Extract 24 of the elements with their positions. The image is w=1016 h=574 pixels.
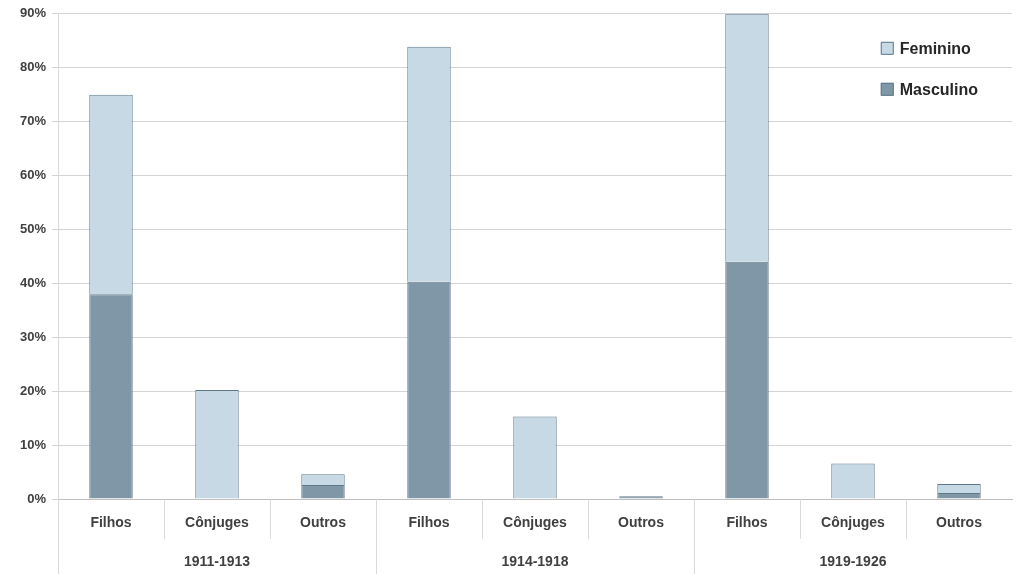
x-tick-label: Outros bbox=[618, 514, 665, 531]
text: 1919-1926 bbox=[819, 552, 887, 569]
x-tick-label: Cônjuges bbox=[821, 514, 886, 531]
x-tick-label: Outros bbox=[300, 514, 347, 531]
y-tick-label: 60% bbox=[19, 167, 47, 183]
x-tick-label: Cônjuges bbox=[185, 514, 250, 531]
y-tick-label: 90% bbox=[19, 5, 47, 21]
y-tick-label: 0% bbox=[27, 490, 47, 506]
legend-label: Masculino bbox=[899, 80, 979, 98]
y-tick-label: 70% bbox=[19, 113, 47, 129]
y-tick-label: 50% bbox=[19, 221, 47, 237]
legend-label: Feminino bbox=[899, 39, 972, 57]
y-tick-label: 40% bbox=[19, 274, 47, 290]
y-tick-label: 20% bbox=[19, 382, 47, 398]
x-tick-label: Outros bbox=[936, 514, 983, 531]
x-tick-label: Cônjuges bbox=[503, 514, 568, 531]
y-tick-label: 80% bbox=[19, 59, 47, 75]
text: 1911-1913 bbox=[183, 552, 251, 569]
x-tick-label: Filhos bbox=[726, 514, 768, 531]
y-tick-label: 10% bbox=[19, 436, 47, 452]
text: 1914-1918 bbox=[501, 552, 569, 569]
y-tick-label: 30% bbox=[19, 328, 47, 344]
x-tick-label: Filhos bbox=[90, 514, 132, 531]
x-tick-label: Filhos bbox=[408, 514, 450, 531]
